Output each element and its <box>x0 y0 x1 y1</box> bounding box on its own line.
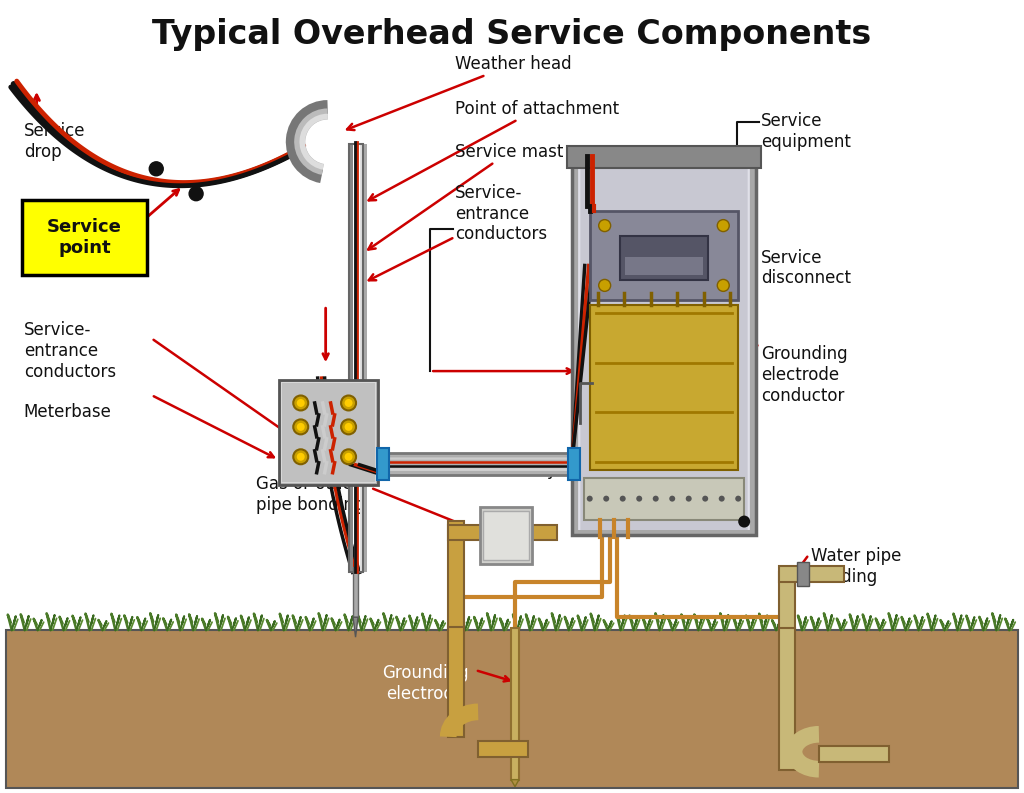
Bar <box>279 380 379 485</box>
Text: Service-
entrance
conductors: Service- entrance conductors <box>369 184 547 280</box>
Circle shape <box>341 450 356 464</box>
Circle shape <box>345 453 352 461</box>
Polygon shape <box>511 780 519 787</box>
Text: Point of attachment: Point of attachment <box>369 100 620 201</box>
Bar <box>581 159 748 530</box>
Text: Service raceway: Service raceway <box>420 461 557 479</box>
Circle shape <box>293 396 308 411</box>
Circle shape <box>297 399 305 407</box>
Text: Grounding
electrode: Grounding electrode <box>382 664 469 703</box>
Circle shape <box>599 220 610 232</box>
Circle shape <box>599 279 610 291</box>
Bar <box>281 382 377 483</box>
Circle shape <box>620 496 626 502</box>
Circle shape <box>702 496 709 502</box>
Bar <box>6 630 1018 787</box>
Bar <box>348 144 352 573</box>
Circle shape <box>341 396 356 411</box>
Circle shape <box>603 496 609 502</box>
Circle shape <box>670 496 675 502</box>
Bar <box>590 211 738 301</box>
Bar <box>819 745 889 762</box>
Text: Meterbase: Meterbase <box>24 403 112 421</box>
Circle shape <box>150 162 163 176</box>
Bar <box>361 144 367 573</box>
Text: Service
point: Service point <box>47 218 122 257</box>
Bar <box>580 159 749 530</box>
Polygon shape <box>353 617 358 637</box>
Circle shape <box>293 450 308 464</box>
Text: Typical Overhead Service Components: Typical Overhead Service Components <box>153 17 871 51</box>
Text: Service
equipment: Service equipment <box>761 112 851 151</box>
Bar <box>379 453 571 475</box>
Bar <box>567 448 580 480</box>
Bar <box>280 381 378 484</box>
Circle shape <box>297 423 305 431</box>
Text: Service-
entrance
conductors: Service- entrance conductors <box>24 321 116 381</box>
Bar <box>282 383 376 481</box>
Text: Water pipe
bonding: Water pipe bonding <box>811 547 901 586</box>
Bar <box>625 258 703 275</box>
Bar <box>571 156 756 534</box>
Circle shape <box>345 423 352 431</box>
Bar <box>449 627 464 737</box>
Circle shape <box>717 279 729 291</box>
Text: Weather head: Weather head <box>347 56 571 130</box>
Circle shape <box>738 515 751 527</box>
Bar <box>348 144 362 573</box>
Circle shape <box>297 453 305 461</box>
Bar <box>478 741 528 757</box>
Bar <box>779 573 795 630</box>
Bar <box>449 520 464 630</box>
Circle shape <box>345 399 352 407</box>
Text: Service mast: Service mast <box>369 143 563 250</box>
Bar <box>449 524 503 541</box>
Bar <box>590 305 738 469</box>
Text: Service
disconnect: Service disconnect <box>761 248 851 287</box>
Circle shape <box>293 419 308 435</box>
Bar <box>779 566 844 582</box>
Bar <box>353 568 358 617</box>
Bar <box>579 159 750 530</box>
Circle shape <box>686 496 691 502</box>
Bar <box>483 511 529 561</box>
Bar <box>353 144 357 573</box>
Circle shape <box>652 496 658 502</box>
Circle shape <box>189 186 203 201</box>
Bar <box>531 524 557 541</box>
Bar <box>279 380 379 485</box>
Text: Grounding
electrode
conductor: Grounding electrode conductor <box>761 345 848 404</box>
Circle shape <box>717 220 729 232</box>
Bar <box>359 144 364 573</box>
Bar <box>779 628 795 770</box>
Circle shape <box>636 496 642 502</box>
Text: Service
drop: Service drop <box>24 122 85 161</box>
Bar <box>511 628 519 780</box>
Bar <box>480 507 531 565</box>
Bar <box>584 477 744 519</box>
Circle shape <box>341 419 356 435</box>
Text: Gas or other
pipe bonding: Gas or other pipe bonding <box>256 475 365 514</box>
Bar <box>578 159 751 530</box>
Circle shape <box>735 496 741 502</box>
Bar <box>567 146 761 168</box>
Circle shape <box>587 496 593 502</box>
Bar <box>378 448 389 480</box>
FancyBboxPatch shape <box>22 200 147 275</box>
Bar <box>797 562 809 586</box>
Bar <box>620 236 709 281</box>
Circle shape <box>719 496 725 502</box>
